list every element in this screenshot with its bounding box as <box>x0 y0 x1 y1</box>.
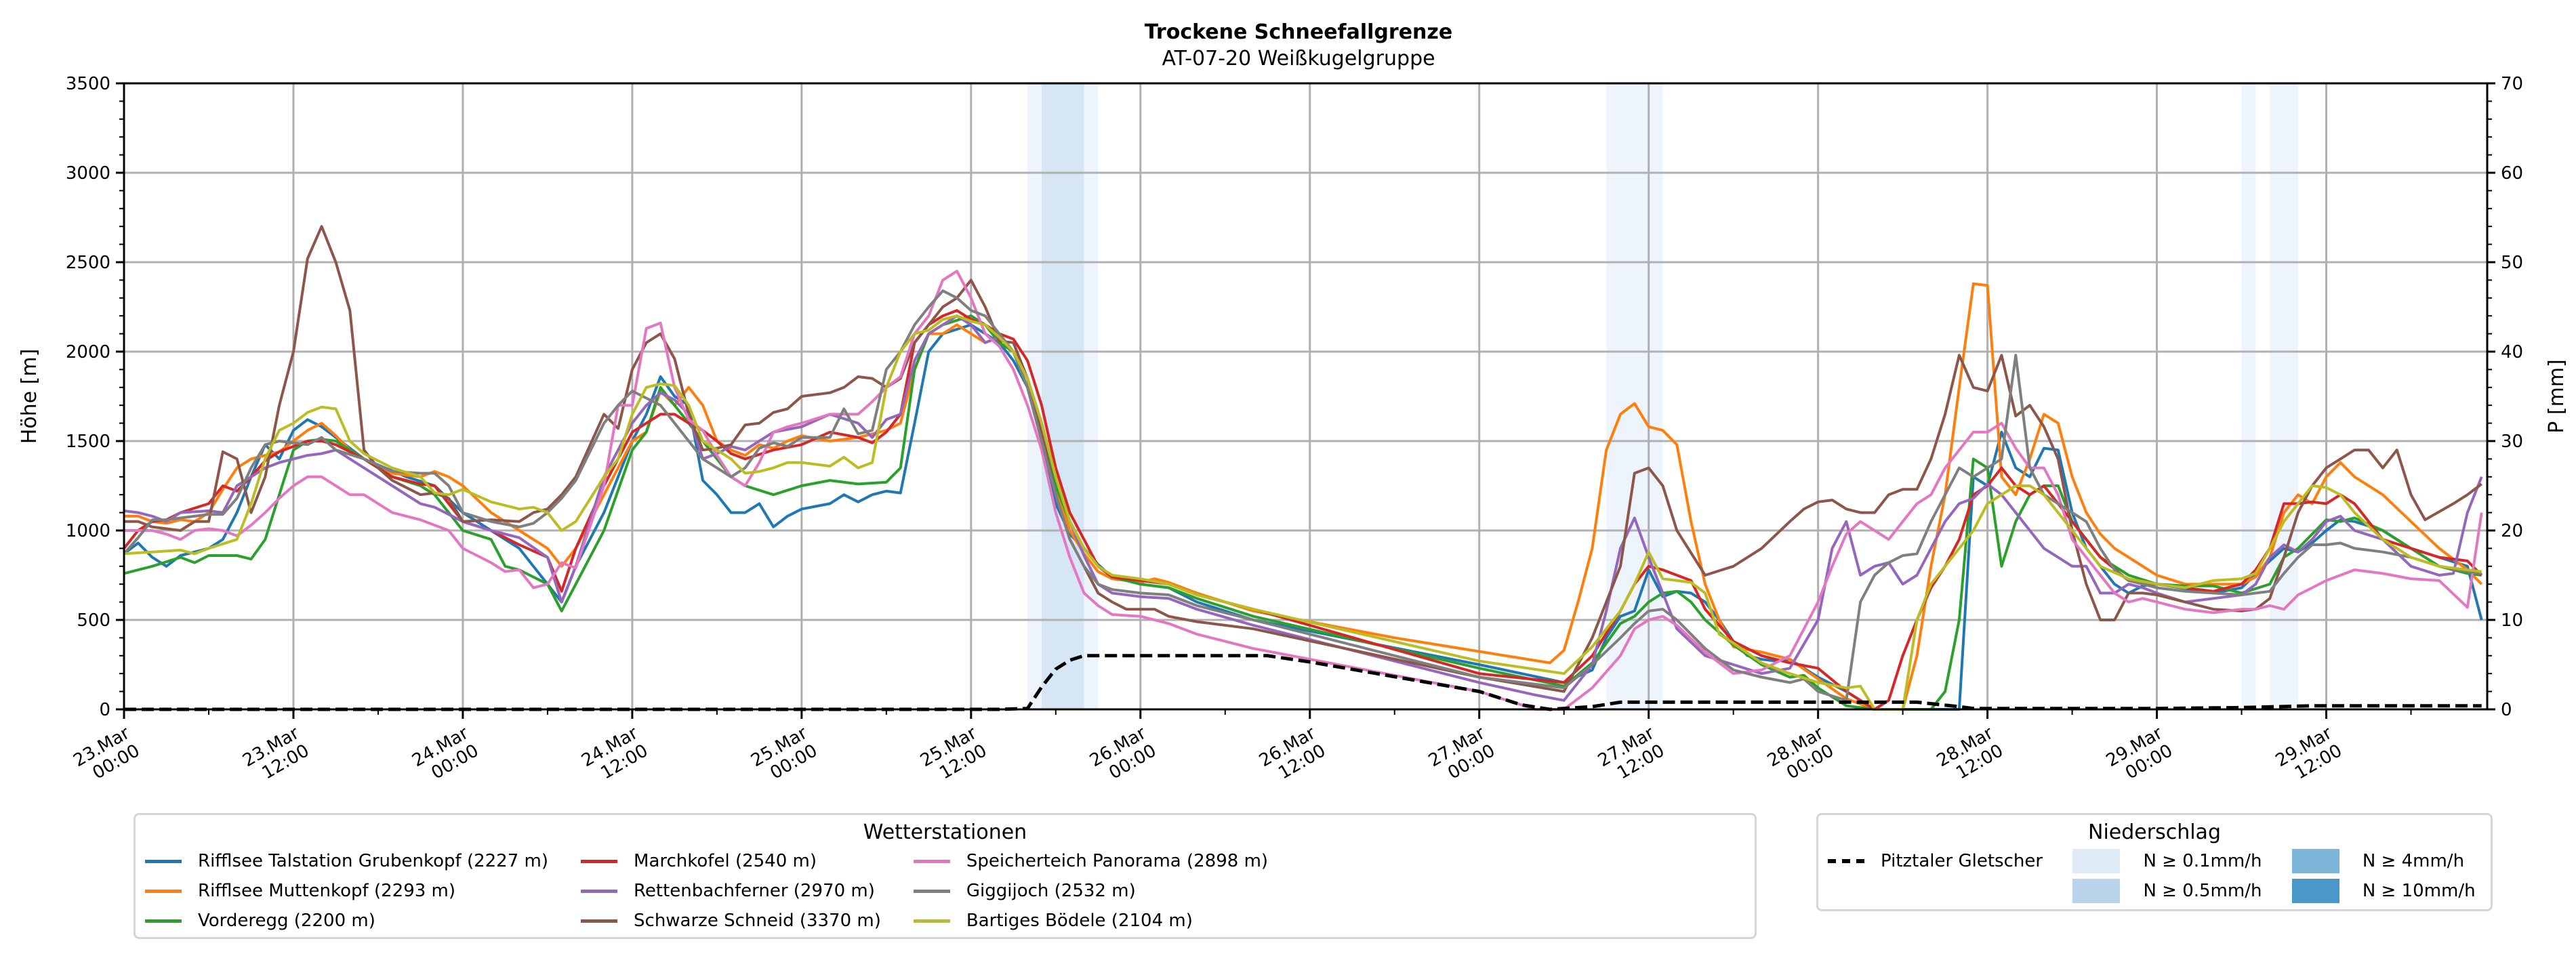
legend-item-station: Speicherteich Panorama (2898 m) <box>913 848 1269 874</box>
line-swatch <box>913 919 950 923</box>
patch-swatch <box>2072 849 2121 873</box>
y2-tick-label: 60 <box>2501 163 2523 184</box>
plot-frame <box>123 82 2489 711</box>
precip-line-pitztaler <box>124 654 2482 711</box>
chart-title: Trockene Schneefallgrenze <box>1145 20 1452 44</box>
legend-label: Giggijoch (2532 m) <box>966 881 1136 901</box>
chart-subtitle: AT-07-20 Weißkugelgruppe <box>1162 47 1435 70</box>
legend-item-station: Bartiges Bödele (2104 m) <box>913 908 1268 934</box>
y2-tick-label: 0 <box>2501 700 2512 720</box>
y-tick-label: 3000 <box>66 163 110 184</box>
legend-item-precip-10: N ≥ 10mm/h <box>2291 878 2481 904</box>
legend-label: N ≥ 4mm/h <box>2362 851 2465 871</box>
precip-legend: Niederschlag Pitztaler Gletscher N ≥ 0.1… <box>1816 813 2493 911</box>
y-tick-label: 2500 <box>66 253 110 273</box>
precip-legend-title: Niederschlag <box>2088 820 2221 844</box>
line-swatch <box>145 919 182 923</box>
axes: 0 500 1000 1500 2000 2500 3000 3500 0 10 20 30 40 50 6… <box>66 74 2523 784</box>
y-tick-label: 3500 <box>66 74 110 94</box>
y2-tick-label: 70 <box>2501 74 2523 94</box>
y2-tick-label: 20 <box>2501 521 2523 541</box>
legend-label: N ≥ 10mm/h <box>2362 881 2476 901</box>
series-line <box>123 314 2483 702</box>
grid-lines <box>123 82 2487 711</box>
legend-item-precip-4: N ≥ 4mm/h <box>2291 848 2481 874</box>
precip-band <box>2270 83 2298 709</box>
legend-item-precip-0-5: N ≥ 0.5mm/h <box>2072 878 2267 904</box>
legend-item-precip-0-1: N ≥ 0.1mm/h <box>2072 848 2267 874</box>
legend-item-pitztaler: Pitztaler Gletscher <box>1828 848 2048 874</box>
precip-bands <box>1027 83 2298 709</box>
legend-item-station: Schwarze Schneid (3370 m) <box>581 908 881 934</box>
legend-label: Bartiges Bödele (2104 m) <box>966 911 1193 931</box>
series-line <box>123 309 2483 711</box>
legend-label: N ≥ 0.5mm/h <box>2143 881 2262 901</box>
legend-item-station: Giggijoch (2532 m) <box>913 878 1268 904</box>
series-line <box>124 282 2483 711</box>
legend-item-station: Rifflsee Talstation Grubenkopf (2227 m) <box>145 848 548 874</box>
legend-label: Pitztaler Gletscher <box>1881 851 2043 871</box>
line-swatch <box>145 889 182 893</box>
y2-tick-label: 50 <box>2501 253 2523 273</box>
series-line <box>124 270 2483 711</box>
series-line <box>123 289 2482 702</box>
legend-item-station: Rettenbachferner (2970 m) <box>581 878 881 904</box>
y2-tick-label: 10 <box>2501 610 2523 631</box>
line-swatch <box>581 859 618 863</box>
y-tick-label: 500 <box>77 610 110 631</box>
series-line <box>123 314 2482 711</box>
patch-swatch <box>2072 879 2121 903</box>
y-axis-label: Höhe [m] <box>18 349 41 444</box>
legend-label: N ≥ 0.1mm/h <box>2143 851 2262 871</box>
stations-legend: Wetterstationen Rifflsee Talstation Grub… <box>134 813 1757 939</box>
legend-item-station: Marchkofel (2540 m) <box>581 848 881 874</box>
legend-item-station: Rifflsee Muttenkopf (2293 m) <box>145 878 548 904</box>
legend-label: Marchkofel (2540 m) <box>634 851 817 871</box>
legend-label: Rettenbachferner (2970 m) <box>634 881 875 901</box>
patch-swatch <box>2291 849 2339 873</box>
y-tick-label: 2000 <box>66 342 110 362</box>
legend-item-station: Vorderegg (2200 m) <box>145 908 548 934</box>
precip-band <box>2241 83 2256 709</box>
series-lines <box>123 225 2483 711</box>
stations-legend-title: Wetterstationen <box>863 820 1027 844</box>
y-tick-label: 1500 <box>66 432 110 452</box>
line-swatch <box>145 859 182 863</box>
line-swatch <box>581 919 618 923</box>
patch-swatch <box>2291 879 2339 903</box>
line-swatch <box>913 889 950 893</box>
y-tick-label: 0 <box>99 700 110 720</box>
precip-band <box>1606 83 1663 709</box>
legend-label: Vorderegg (2200 m) <box>198 911 375 931</box>
line-swatch <box>913 859 950 863</box>
y2-axis-label: P [mm] <box>2545 359 2569 433</box>
y2-tick-label: 30 <box>2501 432 2523 452</box>
legend-label: Schwarze Schneid (3370 m) <box>634 911 881 931</box>
precip-band <box>1041 83 1084 709</box>
legend-label: Rifflsee Muttenkopf (2293 m) <box>198 881 456 901</box>
legend-label: Speicherteich Panorama (2898 m) <box>966 851 1269 871</box>
legend-label: Rifflsee Talstation Grubenkopf (2227 m) <box>198 851 549 871</box>
series-line <box>123 314 2482 711</box>
y2-tick-label: 40 <box>2501 342 2523 362</box>
line-swatch <box>581 889 618 893</box>
dashed-line-swatch <box>1828 859 1864 863</box>
y-tick-label: 1000 <box>66 521 110 541</box>
